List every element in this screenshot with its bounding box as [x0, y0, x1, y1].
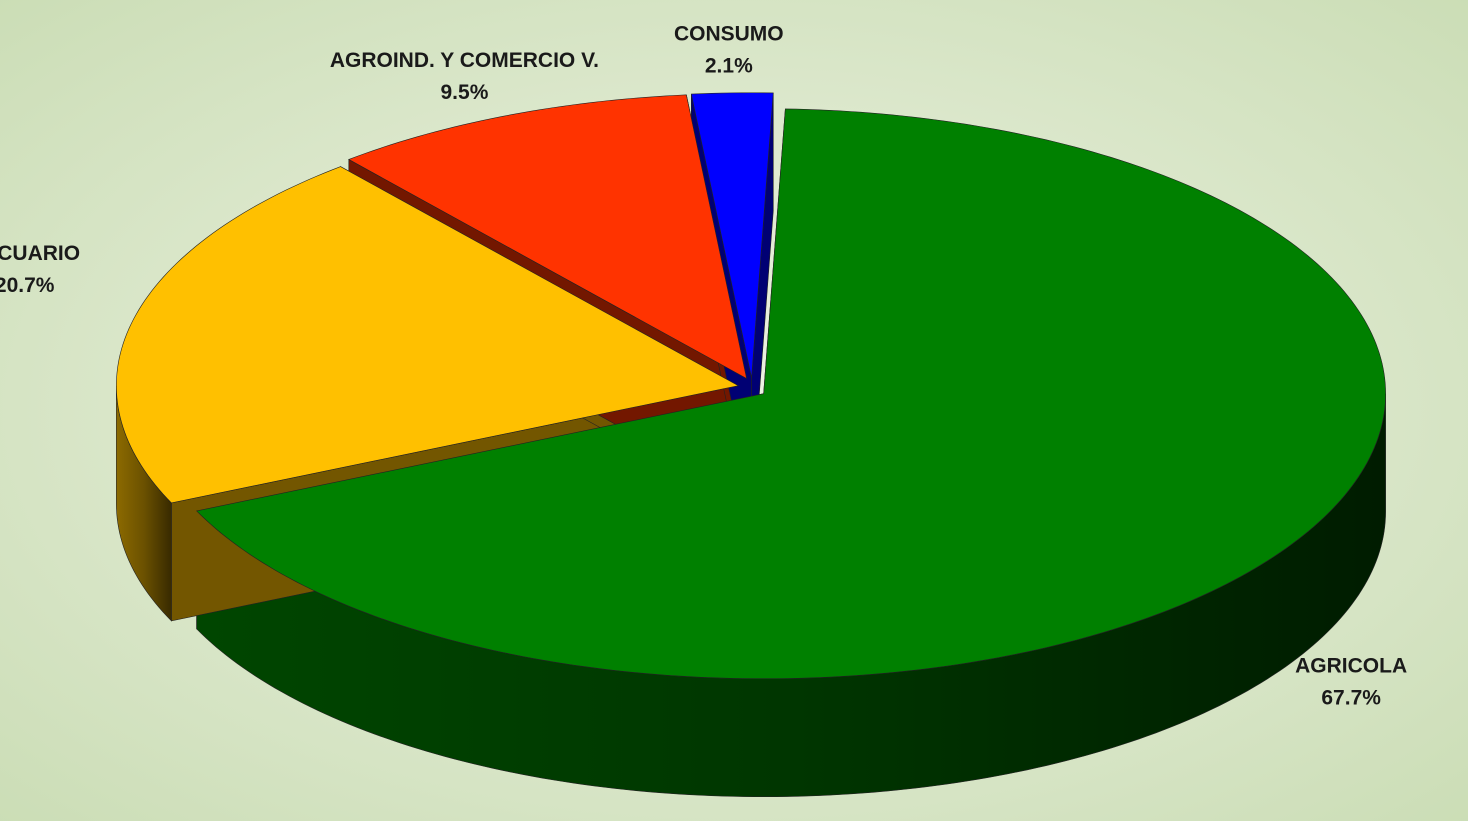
- slice: [196, 108, 1386, 680]
- category-label: CONSUMO: [674, 22, 784, 45]
- category-label: AGROIND. Y COMERCIO V.: [330, 49, 599, 72]
- value-label: 9.5%: [441, 81, 489, 104]
- category-label: AGRICOLA: [1295, 655, 1407, 678]
- value-label: 20.7%: [0, 274, 55, 297]
- category-label: PECUARIO: [0, 242, 80, 265]
- slice: [690, 92, 774, 378]
- value-label: 2.1%: [705, 54, 753, 77]
- slice: [348, 94, 748, 380]
- slice: [116, 166, 740, 504]
- value-label: 67.7%: [1321, 687, 1381, 710]
